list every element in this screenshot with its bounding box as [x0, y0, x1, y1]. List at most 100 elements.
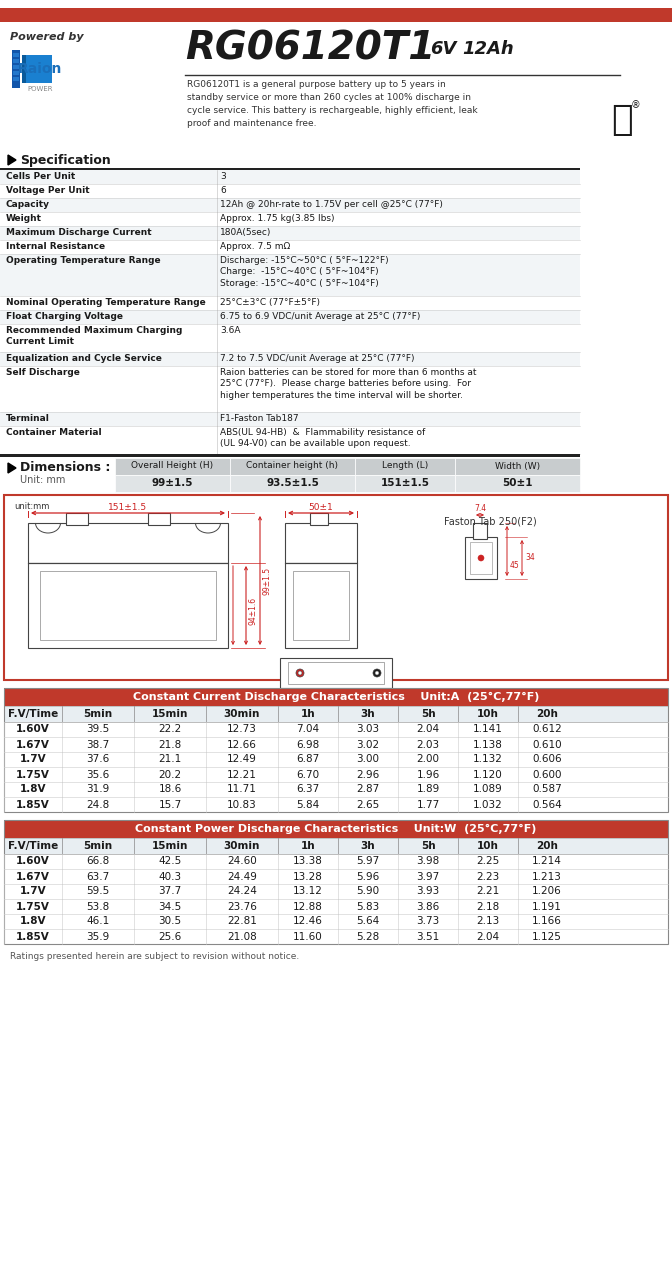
- Text: Raion: Raion: [18, 61, 62, 76]
- Text: Powered by: Powered by: [10, 32, 83, 42]
- Text: Voltage Per Unit: Voltage Per Unit: [6, 186, 89, 195]
- Text: 25°C±3°C (77°F±5°F): 25°C±3°C (77°F±5°F): [220, 298, 320, 307]
- Bar: [4, 751, 668, 767]
- Text: 1.60V: 1.60V: [16, 724, 50, 735]
- Bar: [13, 70, 19, 76]
- Text: 2.13: 2.13: [476, 916, 499, 927]
- Text: Constant Current Discharge Characteristics    Unit:A  (25°C,77°F): Constant Current Discharge Characteristi…: [133, 692, 539, 701]
- Text: 7.4: 7.4: [474, 504, 486, 513]
- Text: 11.60: 11.60: [293, 932, 323, 942]
- Text: 1.213: 1.213: [532, 872, 562, 882]
- Text: F.V/Time: F.V/Time: [8, 709, 58, 719]
- Text: 31.9: 31.9: [87, 785, 110, 795]
- Text: 39.5: 39.5: [87, 724, 110, 735]
- Text: 2.87: 2.87: [356, 785, 380, 795]
- Text: 2.04: 2.04: [476, 932, 499, 942]
- Text: 12Ah @ 20hr-rate to 1.75V per cell @25°C (77°F): 12Ah @ 20hr-rate to 1.75V per cell @25°C…: [220, 200, 443, 209]
- Text: 3.51: 3.51: [417, 932, 439, 942]
- Text: Specification: Specification: [20, 154, 111, 166]
- Circle shape: [375, 671, 379, 675]
- Text: 5.28: 5.28: [356, 932, 380, 942]
- Text: 0.610: 0.610: [532, 740, 562, 750]
- Text: 13.38: 13.38: [293, 856, 323, 867]
- Text: 34: 34: [525, 553, 535, 562]
- Text: 30min: 30min: [224, 841, 260, 851]
- Text: 66.8: 66.8: [87, 856, 110, 867]
- Bar: [28, 524, 228, 563]
- Circle shape: [373, 669, 381, 677]
- Text: 21.8: 21.8: [159, 740, 181, 750]
- Bar: [0, 426, 580, 454]
- Text: Length (L): Length (L): [382, 462, 428, 471]
- Text: 3.98: 3.98: [417, 856, 439, 867]
- Bar: [4, 820, 668, 838]
- Text: 99±1.5: 99±1.5: [152, 477, 194, 488]
- Bar: [66, 513, 88, 525]
- Bar: [288, 662, 384, 684]
- Text: Self Discharge: Self Discharge: [6, 369, 80, 378]
- Text: 5min: 5min: [83, 709, 113, 719]
- Bar: [0, 8, 672, 22]
- Text: 3.03: 3.03: [356, 724, 380, 735]
- Text: 1.191: 1.191: [532, 901, 562, 911]
- Text: 3.6A: 3.6A: [220, 326, 241, 335]
- Bar: [0, 253, 580, 296]
- Text: 3.93: 3.93: [417, 887, 439, 896]
- Text: 30min: 30min: [224, 709, 260, 719]
- Text: 12.73: 12.73: [227, 724, 257, 735]
- Text: proof and maintenance free.: proof and maintenance free.: [187, 119, 317, 128]
- Text: Container height (h): Container height (h): [247, 462, 339, 471]
- Bar: [0, 241, 580, 253]
- Text: 1.138: 1.138: [473, 740, 503, 750]
- Text: Dimensions :: Dimensions :: [20, 461, 110, 474]
- Text: 1.96: 1.96: [417, 769, 439, 780]
- Text: 46.1: 46.1: [87, 916, 110, 927]
- Text: Recommended Maximum Charging: Recommended Maximum Charging: [6, 326, 182, 335]
- Bar: [0, 227, 580, 241]
- Text: 1h: 1h: [300, 841, 315, 851]
- Circle shape: [298, 671, 302, 675]
- Bar: [0, 152, 672, 168]
- Bar: [0, 458, 672, 494]
- Text: 50±1: 50±1: [502, 477, 533, 488]
- Bar: [4, 689, 668, 812]
- Text: 6.98: 6.98: [296, 740, 320, 750]
- Text: 99±1.5: 99±1.5: [263, 567, 272, 595]
- Bar: [465, 538, 497, 579]
- Text: Maximum Discharge Current: Maximum Discharge Current: [6, 228, 152, 237]
- Bar: [12, 50, 20, 88]
- Text: 2.00: 2.00: [417, 754, 439, 764]
- Text: 20.2: 20.2: [159, 769, 181, 780]
- Text: 12.21: 12.21: [227, 769, 257, 780]
- Text: 6.87: 6.87: [296, 754, 320, 764]
- Text: 24.49: 24.49: [227, 872, 257, 882]
- Text: 45: 45: [510, 562, 519, 571]
- Text: 12Ah: 12Ah: [462, 40, 514, 58]
- Text: 5h: 5h: [421, 709, 435, 719]
- Text: 24.8: 24.8: [87, 800, 110, 809]
- Bar: [230, 475, 355, 492]
- Text: 1.7V: 1.7V: [19, 754, 46, 764]
- Bar: [4, 869, 668, 884]
- Text: 0.587: 0.587: [532, 785, 562, 795]
- Text: 10.83: 10.83: [227, 800, 257, 809]
- Text: ®: ®: [631, 100, 641, 110]
- Text: (UL 94-V0) can be available upon request.: (UL 94-V0) can be available upon request…: [220, 439, 411, 448]
- Text: 151±1.5: 151±1.5: [108, 503, 148, 512]
- Text: 1.75V: 1.75V: [16, 769, 50, 780]
- Bar: [455, 475, 580, 492]
- Text: 3.00: 3.00: [357, 754, 380, 764]
- Text: cycle service. This battery is rechargeable, highly efficient, leak: cycle service. This battery is rechargea…: [187, 106, 478, 115]
- Text: 6: 6: [220, 186, 226, 195]
- Bar: [285, 524, 357, 563]
- Bar: [0, 184, 580, 198]
- Text: 15min: 15min: [152, 841, 188, 851]
- Bar: [0, 324, 580, 352]
- Text: 180A(5sec): 180A(5sec): [220, 228, 271, 237]
- Bar: [230, 458, 355, 475]
- Bar: [0, 454, 580, 457]
- Text: higher temperatures the time interval will be shorter.: higher temperatures the time interval wi…: [220, 390, 463, 399]
- Text: 53.8: 53.8: [87, 901, 110, 911]
- Bar: [0, 212, 580, 227]
- Bar: [13, 65, 19, 69]
